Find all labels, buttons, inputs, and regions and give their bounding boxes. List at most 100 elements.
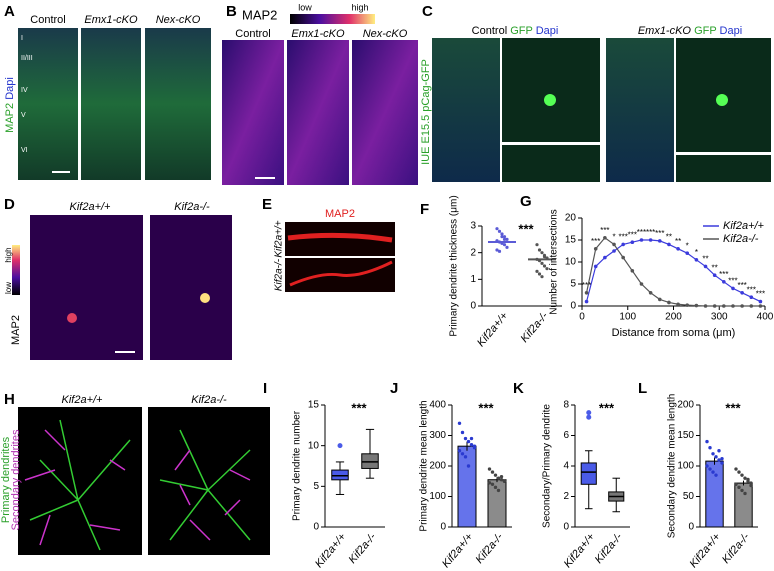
point <box>540 275 544 279</box>
point <box>657 239 662 243</box>
point <box>495 227 499 231</box>
point <box>472 444 477 448</box>
panel-label: H <box>4 391 15 408</box>
point <box>648 291 653 295</box>
point <box>749 481 753 485</box>
significance: *** <box>582 281 591 290</box>
point <box>712 304 717 308</box>
x-tick-label: Kif2a-/- <box>474 531 506 566</box>
point <box>466 439 471 444</box>
point <box>457 449 462 453</box>
dendrite <box>287 232 393 243</box>
point <box>667 242 671 247</box>
stain: Dapi <box>4 77 16 100</box>
y-tick-label: 15 <box>565 235 577 246</box>
y-tick-label: 0 <box>470 301 476 312</box>
y-axis-label: Number of intersections <box>549 209 560 315</box>
point <box>705 439 709 444</box>
neuron <box>200 293 210 303</box>
image <box>150 215 232 360</box>
point <box>743 491 747 496</box>
significance: *** <box>600 226 609 235</box>
legend-entry: Kif2a+/+ <box>723 220 765 232</box>
point <box>737 485 741 490</box>
point <box>463 455 468 459</box>
point <box>463 436 468 441</box>
point <box>502 243 507 247</box>
significance: *** <box>518 221 534 236</box>
column-label: Control <box>235 28 270 40</box>
y-tick-label: 150 <box>677 430 694 441</box>
point <box>496 476 501 480</box>
y-tick-label: 5 <box>313 481 319 492</box>
box <box>331 469 349 481</box>
point <box>535 243 539 247</box>
column-label: Kif2a-/- <box>174 201 210 213</box>
panel-label: J <box>390 380 398 397</box>
significance: ** <box>675 237 681 246</box>
point <box>490 482 495 486</box>
point <box>694 258 699 262</box>
y-tick-label: 100 <box>677 461 694 472</box>
point <box>612 242 616 247</box>
significance: *** <box>719 270 728 279</box>
point <box>749 304 754 308</box>
x-tick-label: Kif2a-/- <box>593 531 625 566</box>
outlier <box>337 443 343 449</box>
row-label: Kif2a+/+ <box>274 220 285 257</box>
point <box>487 467 492 471</box>
column-label: Control GFP Dapi <box>472 25 559 37</box>
significance: * <box>695 248 698 257</box>
point <box>542 264 547 268</box>
x-tick-label: Kif2a-/- <box>519 310 551 345</box>
column-label: Nex-cKO <box>363 28 408 40</box>
stain: GFP <box>510 25 532 37</box>
point <box>639 282 644 286</box>
stain: Dapi <box>536 25 559 37</box>
image <box>676 155 771 182</box>
point <box>734 482 738 486</box>
significance: *** <box>728 277 737 286</box>
point <box>676 247 680 251</box>
point <box>497 229 502 233</box>
image <box>145 28 211 180</box>
point <box>717 449 721 453</box>
column-label: Kif2a+/+ <box>70 201 112 213</box>
image <box>30 215 143 360</box>
point <box>708 446 712 450</box>
significance: *** <box>591 237 600 246</box>
y-tick-label: 6 <box>563 430 569 441</box>
point <box>703 264 708 269</box>
x-tick-label: Kif2a+/+ <box>687 531 723 571</box>
significance: ** <box>666 233 672 242</box>
point <box>500 232 504 236</box>
point <box>685 303 690 307</box>
panel-label: C <box>422 3 433 20</box>
x-tick-label: Kif2a+/+ <box>562 531 598 571</box>
y-axis-label: Primary dendrite mean length <box>419 400 430 531</box>
column-label: Emx1-cKO <box>291 28 345 40</box>
point <box>537 272 542 276</box>
image <box>502 38 600 142</box>
significance: *** <box>725 400 741 415</box>
column-label: Kif2a+/+ <box>62 394 104 406</box>
point <box>758 299 763 304</box>
point <box>694 303 699 308</box>
point <box>584 291 589 295</box>
point <box>457 421 462 425</box>
significance: *** <box>351 400 367 415</box>
point <box>460 430 465 435</box>
point <box>648 238 653 242</box>
point <box>612 249 616 253</box>
image <box>287 40 349 185</box>
point <box>720 461 724 465</box>
point <box>722 280 726 284</box>
y-tick-label: 10 <box>565 257 577 268</box>
panel-label: A <box>4 3 15 20</box>
column-label: Emx1-cKO GFP Dapi <box>638 25 742 37</box>
point <box>630 240 635 244</box>
significance: ** <box>712 263 718 272</box>
y-tick-label: 0 <box>440 522 446 533</box>
significance: * <box>612 233 615 242</box>
